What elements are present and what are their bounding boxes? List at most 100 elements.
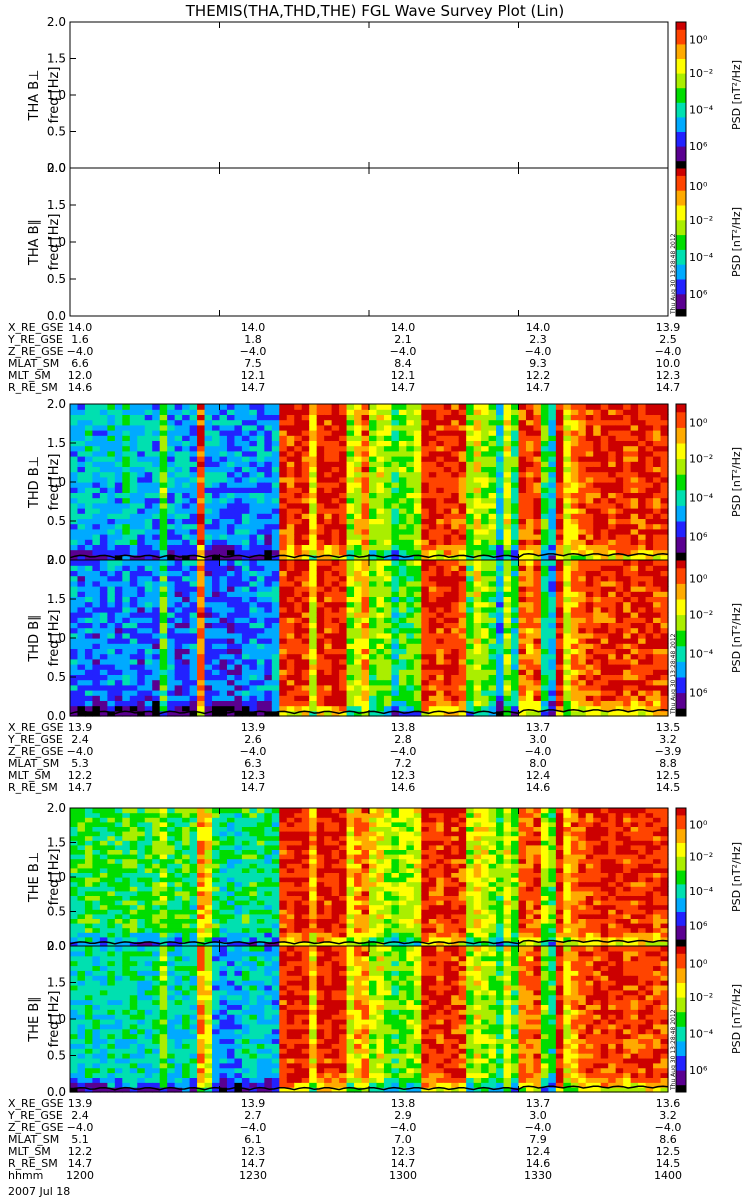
heatmap-cell xyxy=(234,586,243,592)
heatmap-cell xyxy=(331,461,340,467)
heatmap-cell xyxy=(309,601,318,608)
heatmap-cell xyxy=(623,658,632,665)
heatmap-cell xyxy=(428,404,437,410)
heatmap-cell xyxy=(451,445,460,452)
heatmap-cell xyxy=(264,508,273,514)
heatmap-cell xyxy=(234,664,243,670)
heatmap-cell xyxy=(383,456,393,462)
heatmap-cell xyxy=(406,424,415,431)
heatmap-cell xyxy=(137,456,146,462)
heatmap-cell xyxy=(496,612,505,618)
heatmap-cell xyxy=(645,586,654,592)
heatmap-cell xyxy=(309,658,318,665)
heatmap-cell xyxy=(152,669,161,675)
heatmap-cell xyxy=(369,601,378,608)
heatmap-cell xyxy=(593,601,602,608)
colorbar-step xyxy=(676,267,686,273)
heatmap-cell xyxy=(339,684,348,691)
heatmap-cell xyxy=(286,570,295,577)
heatmap-cell xyxy=(585,502,594,509)
heatmap-cell xyxy=(361,544,370,551)
heatmap-cell xyxy=(615,471,624,478)
heatmap-cell xyxy=(294,539,303,545)
colorbar-step xyxy=(676,242,686,247)
heatmap-cell xyxy=(548,456,557,462)
heatmap-cell xyxy=(466,424,475,431)
heatmap-cell xyxy=(219,414,228,421)
heatmap-cell xyxy=(354,565,363,571)
heatmap-cell xyxy=(92,669,101,675)
heatmap-cell xyxy=(256,658,265,665)
heatmap-cell xyxy=(555,549,564,556)
heatmap-cell xyxy=(376,658,385,665)
heatmap-cell xyxy=(197,450,206,457)
heatmap-cell xyxy=(264,482,273,488)
heatmap-cell xyxy=(600,664,609,670)
heatmap-cell xyxy=(570,419,579,426)
heatmap-cell xyxy=(525,596,535,603)
heatmap-cell xyxy=(167,518,176,525)
heatmap-cell xyxy=(413,430,422,436)
heatmap-cell xyxy=(496,461,505,467)
heatmap-cell xyxy=(496,430,505,436)
heatmap-cell xyxy=(458,560,467,566)
heatmap-cell xyxy=(421,560,430,566)
heatmap-cell xyxy=(99,404,108,410)
heatmap-cell xyxy=(421,471,430,478)
heatmap-cell xyxy=(174,705,183,712)
heatmap-cell xyxy=(129,586,138,592)
heatmap-cell xyxy=(256,523,265,530)
heatmap-cell xyxy=(129,456,138,462)
heatmap-cell xyxy=(398,596,407,603)
heatmap-cell xyxy=(234,424,243,431)
heatmap-cell xyxy=(443,570,452,577)
heatmap-cell xyxy=(376,450,385,457)
heatmap-cell xyxy=(241,606,250,613)
heatmap-cell xyxy=(653,476,662,483)
heatmap-cell xyxy=(92,643,101,649)
heatmap-cell xyxy=(249,534,258,540)
heatmap-cell xyxy=(428,466,437,473)
heatmap-cell xyxy=(331,617,340,623)
heatmap-cell xyxy=(241,570,250,577)
heatmap-cell xyxy=(383,404,393,410)
heatmap-cell xyxy=(428,617,437,623)
heatmap-cell xyxy=(92,534,101,540)
heatmap-cell xyxy=(608,664,617,670)
heatmap-cell xyxy=(630,513,639,519)
heatmap-cell xyxy=(443,617,452,623)
heatmap-cell xyxy=(630,508,639,514)
heatmap-cell xyxy=(525,409,535,415)
heatmap-cell xyxy=(443,674,452,681)
heatmap-cell xyxy=(563,497,572,504)
heatmap-cell xyxy=(316,404,325,410)
heatmap-cell xyxy=(608,513,617,519)
heatmap-cell xyxy=(84,409,94,415)
heatmap-cell xyxy=(578,518,587,525)
heatmap-cell xyxy=(473,445,482,452)
heatmap-cell xyxy=(77,450,86,457)
heatmap-cell xyxy=(398,580,407,587)
heatmap-cell xyxy=(518,482,527,488)
heatmap-cell xyxy=(436,612,445,618)
heatmap-cell xyxy=(189,554,198,561)
heatmap-cell xyxy=(481,549,490,556)
heatmap-cell xyxy=(525,700,535,707)
heatmap-cell xyxy=(107,612,116,618)
heatmap-cell xyxy=(114,601,123,608)
heatmap-cell xyxy=(540,684,549,691)
heatmap-cell xyxy=(548,497,557,504)
heatmap-cell xyxy=(600,456,609,462)
heatmap-cell xyxy=(331,409,340,415)
heatmap-cell xyxy=(212,430,221,436)
heatmap-cell xyxy=(443,580,452,587)
heatmap-cell xyxy=(496,596,505,603)
heatmap-cell xyxy=(309,461,318,467)
heatmap-cell xyxy=(645,523,654,530)
heatmap-cell xyxy=(488,471,497,478)
heatmap-cell xyxy=(473,497,482,504)
heatmap-cell xyxy=(555,601,564,608)
heatmap-cell xyxy=(458,404,467,410)
heatmap-cell xyxy=(197,679,206,686)
heatmap-cell xyxy=(279,409,288,415)
